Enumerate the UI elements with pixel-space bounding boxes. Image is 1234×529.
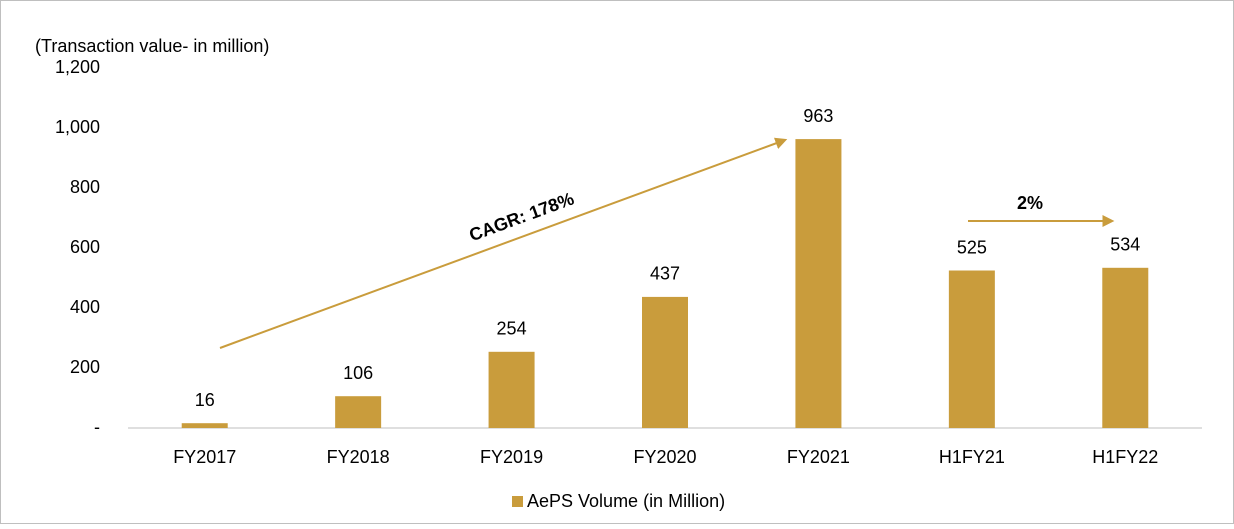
data-label: 437 [650,264,680,284]
bar [1102,267,1149,428]
y-tick-label: 1,200 [55,57,100,77]
bar [642,296,688,428]
data-label: 534 [1110,235,1140,255]
legend-label: AePS Volume (in Million) [527,491,725,511]
data-label: 525 [957,237,987,257]
data-label: 16 [195,390,215,410]
bar [335,396,382,428]
y-tick-label: 1,000 [55,117,100,137]
x-tick-label: FY2020 [633,447,696,467]
cagr-arrow [219,137,788,349]
y-tick-label: - [94,417,100,437]
y-tick-label: 400 [70,297,100,317]
x-tick-label: FY2019 [480,447,543,467]
x-tick-label: FY2017 [173,447,236,467]
legend-swatch [512,496,523,507]
x-tick-label: H1FY21 [939,447,1005,467]
x-tick-label: FY2021 [787,447,850,467]
bar [181,423,228,428]
y-tick-label: 800 [70,177,100,197]
bar [488,351,535,428]
y-tick-label: 200 [70,357,100,377]
bar [948,270,995,428]
chart-title: (Transaction value- in million) [35,36,269,56]
growth-label: 2% [1017,193,1043,213]
data-label: 963 [803,106,833,126]
data-label: 254 [497,319,527,339]
data-label: 106 [343,363,373,383]
x-tick-label: FY2018 [327,447,390,467]
x-tick-label: H1FY22 [1092,447,1158,467]
bar [795,139,842,428]
y-tick-label: 600 [70,237,100,257]
